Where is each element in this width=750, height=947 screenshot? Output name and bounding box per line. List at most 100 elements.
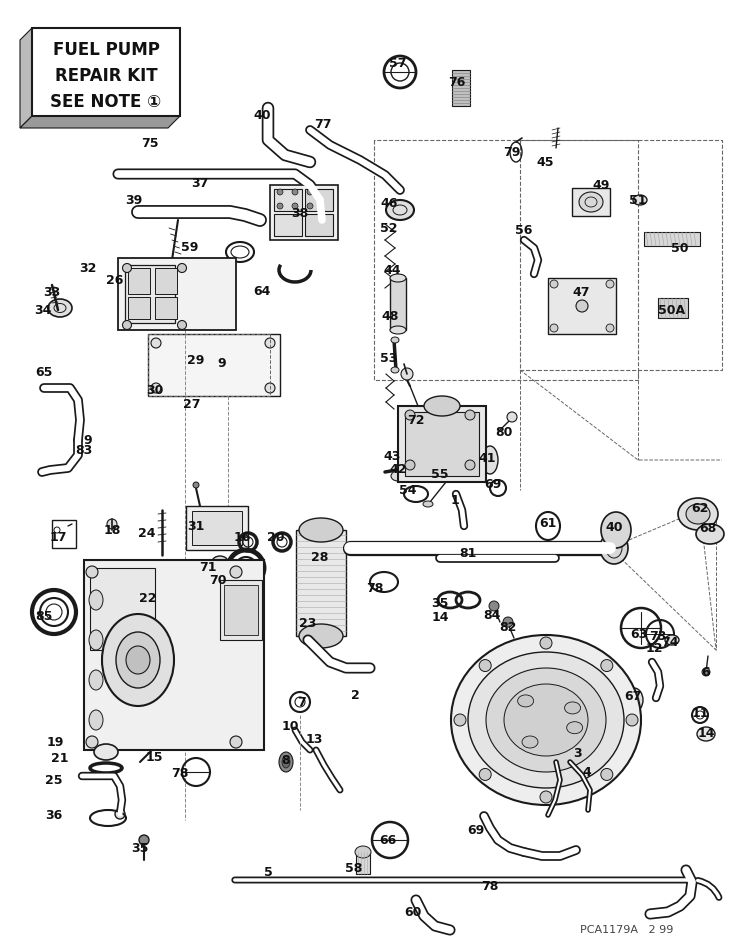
Text: 67: 67 (624, 689, 642, 703)
Circle shape (292, 203, 298, 209)
Text: 74: 74 (662, 635, 679, 649)
Circle shape (626, 714, 638, 726)
Text: 9: 9 (217, 356, 226, 369)
Text: 82: 82 (500, 620, 517, 634)
Text: 9: 9 (84, 434, 92, 446)
Bar (274, 214, 302, 236)
Bar (90, 568, 155, 650)
Circle shape (265, 383, 275, 393)
Circle shape (307, 203, 313, 209)
Circle shape (576, 300, 588, 312)
Text: 22: 22 (140, 592, 157, 604)
Text: 25: 25 (45, 774, 63, 787)
Bar (356, 852, 370, 874)
Ellipse shape (89, 670, 103, 690)
Bar (572, 188, 610, 216)
Ellipse shape (390, 326, 406, 334)
Text: 64: 64 (254, 284, 271, 297)
Text: 10: 10 (281, 720, 298, 732)
Ellipse shape (48, 299, 72, 317)
Polygon shape (20, 116, 180, 128)
Text: 43: 43 (383, 450, 400, 462)
Bar (658, 298, 688, 318)
Text: 28: 28 (311, 550, 328, 563)
Text: 50: 50 (671, 241, 688, 255)
Text: 3: 3 (574, 746, 582, 759)
Text: 37: 37 (191, 176, 208, 189)
Text: 26: 26 (106, 274, 124, 287)
Text: PCA1179A   2 99: PCA1179A 2 99 (580, 925, 674, 935)
Text: 61: 61 (539, 516, 556, 529)
Ellipse shape (282, 756, 290, 768)
Circle shape (401, 368, 413, 380)
Ellipse shape (212, 556, 228, 568)
Ellipse shape (423, 501, 433, 507)
Ellipse shape (678, 498, 718, 530)
Ellipse shape (518, 695, 534, 706)
Text: 69: 69 (484, 477, 502, 491)
Circle shape (115, 809, 125, 819)
Text: 77: 77 (314, 117, 332, 131)
Text: 34: 34 (34, 303, 52, 316)
Bar (128, 268, 150, 294)
Ellipse shape (94, 744, 118, 760)
Text: 60: 60 (404, 905, 422, 919)
Text: 78: 78 (171, 766, 189, 779)
Bar (52, 520, 76, 548)
Text: 46: 46 (380, 196, 398, 209)
Ellipse shape (633, 195, 647, 205)
Circle shape (454, 714, 466, 726)
Text: 19: 19 (46, 736, 64, 748)
Bar (155, 268, 177, 294)
Circle shape (151, 338, 161, 348)
Circle shape (503, 617, 513, 627)
Bar (32, 28, 180, 116)
Text: 29: 29 (188, 353, 205, 366)
Ellipse shape (386, 200, 414, 220)
Text: 57: 57 (389, 57, 406, 69)
Circle shape (139, 835, 149, 845)
Polygon shape (20, 28, 32, 128)
Text: 14: 14 (431, 611, 448, 623)
Text: 13: 13 (305, 732, 322, 745)
Bar (270, 185, 338, 240)
Circle shape (507, 412, 517, 422)
Bar (118, 258, 236, 330)
Text: 27: 27 (183, 398, 201, 410)
Text: 41: 41 (478, 452, 496, 464)
Bar (192, 511, 242, 545)
Text: 15: 15 (146, 751, 163, 763)
Circle shape (606, 324, 614, 332)
Circle shape (550, 280, 558, 288)
Ellipse shape (116, 632, 160, 688)
Ellipse shape (391, 367, 399, 373)
Ellipse shape (89, 630, 103, 650)
Text: 49: 49 (592, 178, 610, 191)
Text: 6: 6 (702, 666, 710, 678)
Bar (548, 278, 616, 334)
Ellipse shape (102, 614, 174, 706)
Circle shape (193, 482, 199, 488)
Circle shape (479, 768, 491, 780)
Ellipse shape (89, 590, 103, 610)
Ellipse shape (424, 396, 460, 416)
Text: 18: 18 (104, 524, 121, 537)
Ellipse shape (126, 646, 150, 674)
Ellipse shape (89, 710, 103, 730)
Bar (125, 265, 175, 323)
Text: 78: 78 (482, 880, 499, 892)
Text: 42: 42 (389, 462, 406, 475)
Circle shape (122, 263, 131, 273)
Text: 83: 83 (75, 443, 93, 456)
Circle shape (702, 668, 710, 676)
Ellipse shape (279, 752, 293, 772)
Ellipse shape (451, 635, 641, 805)
Text: 51: 51 (629, 193, 646, 206)
Text: 36: 36 (45, 809, 62, 821)
Text: 50A: 50A (658, 303, 686, 316)
Ellipse shape (504, 684, 588, 756)
Text: 58: 58 (345, 862, 363, 874)
Text: 31: 31 (188, 520, 205, 532)
Text: 53: 53 (380, 351, 398, 365)
Circle shape (465, 460, 475, 470)
